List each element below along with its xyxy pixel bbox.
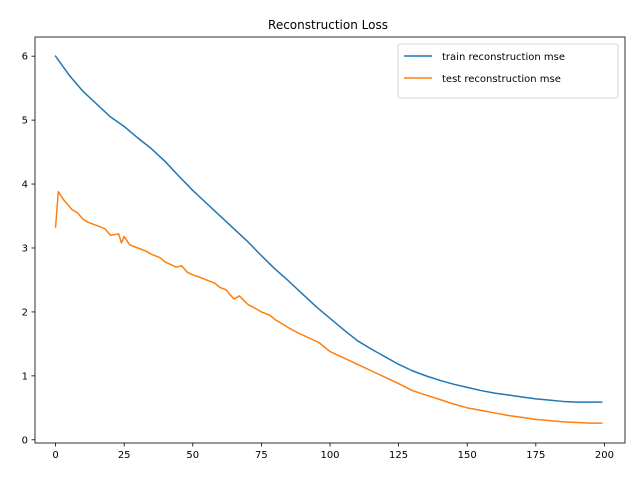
plot-area xyxy=(54,55,603,424)
series-line-2 xyxy=(54,190,603,424)
y-tick-label: 5 xyxy=(22,116,28,127)
x-tick-label: 125 xyxy=(389,450,408,461)
x-tick-label: 100 xyxy=(320,450,339,461)
x-tick-label: 75 xyxy=(255,450,268,461)
chart-title: Reconstruction Loss xyxy=(268,18,388,32)
y-tick-label: 2 xyxy=(22,307,28,318)
series-line-1 xyxy=(54,55,603,403)
y-tick-label: 6 xyxy=(22,52,28,63)
y-tick-label: 3 xyxy=(22,243,28,254)
legend-box xyxy=(397,43,619,99)
legend-label: test reconstruction mse xyxy=(442,74,561,85)
y-tick-label: 0 xyxy=(22,435,28,446)
x-tick-label: 0 xyxy=(52,450,58,461)
x-tick-label: 200 xyxy=(595,450,614,461)
y-tick-label: 1 xyxy=(22,371,28,382)
x-tick-label: 25 xyxy=(118,450,131,461)
y-tick-label: 4 xyxy=(22,180,28,191)
x-tick-label: 175 xyxy=(526,450,545,461)
legend-label: train reconstruction mse xyxy=(442,52,565,63)
x-tick-label: 150 xyxy=(458,450,477,461)
x-tick-label: 50 xyxy=(186,450,199,461)
legend: train reconstruction mse test reconstruct… xyxy=(397,43,619,99)
axes: 0 25 50 75 100 125 150 175 200 0 1 2 3 4 5 6 xyxy=(22,36,626,461)
